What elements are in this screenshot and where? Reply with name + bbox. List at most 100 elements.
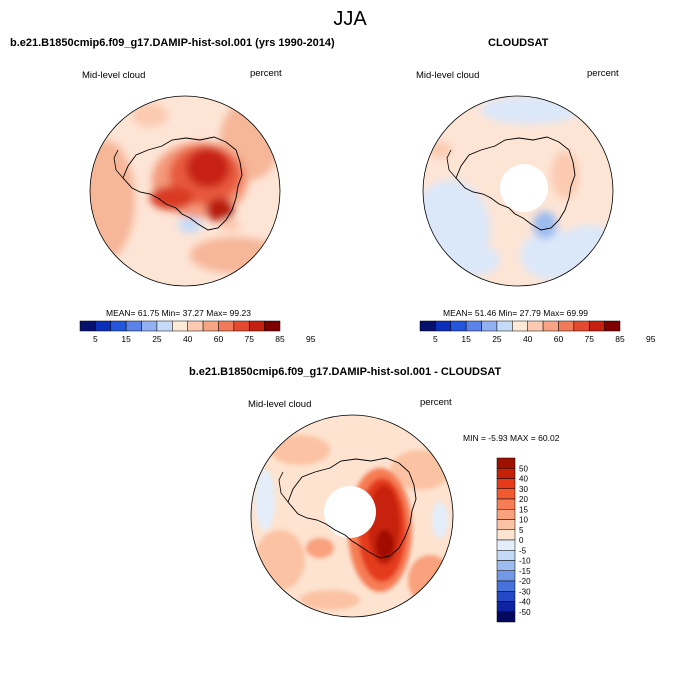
colorbar-difference-tick-label: 30 [519, 485, 528, 494]
map2-border [422, 95, 614, 287]
colorbar-model-swatch [248, 320, 265, 332]
colorbar-difference-swatch [496, 529, 516, 541]
colorbar-cloudsat-tick-label: 85 [615, 334, 625, 344]
colorbar-model-swatch [218, 320, 235, 332]
colorbar-model-swatch [264, 320, 281, 332]
colorbar-model-swatch [156, 320, 173, 332]
colorbar-difference-swatch [496, 550, 516, 561]
colorbar-cloudsat-swatch [481, 320, 498, 332]
map-model [89, 95, 281, 287]
colorbar-difference-swatch [496, 611, 516, 623]
panel3-max: 60.02 [538, 433, 560, 443]
panel2-stats: MEAN= 51.46 Min= 27.79 Max= 69.99 [443, 308, 588, 318]
panel2-mean: 51.46 [474, 308, 497, 318]
colorbar-cloudsat-swatch [588, 320, 605, 332]
panel2-title: CLOUDSAT [488, 37, 549, 49]
panel3-variable: Mid-level cloud [248, 399, 312, 410]
colorbar-difference-swatch [496, 498, 516, 510]
panel1-max-label: Max= [206, 308, 228, 318]
colorbar-cloudsat-swatch [573, 320, 590, 332]
colorbar-difference-swatch [496, 478, 516, 489]
colorbar-difference-tick-label: 10 [519, 516, 528, 525]
colorbar-model-swatch [141, 320, 158, 332]
panel1-min: 37.27 [182, 308, 204, 318]
colorbar-difference-tick-label: 0 [519, 536, 524, 545]
panel3-max-label: MAX = [510, 433, 536, 443]
colorbar-difference-swatch [496, 509, 516, 520]
colorbar-difference-tick-label: -5 [519, 546, 527, 555]
panel1-title: b.e21.B1850cmip6.f09_g17.DAMIP-hist-sol.… [10, 37, 335, 49]
colorbar-cloudsat-tick-label: 15 [461, 334, 471, 344]
colorbar-model-tick-label: 75 [244, 334, 254, 344]
colorbar-cloudsat-swatch [465, 320, 482, 332]
panel2-units: percent [587, 68, 619, 79]
colorbar-cloudsat-swatch [419, 320, 436, 332]
colorbar-model-swatch [233, 320, 250, 332]
colorbar-model-tick-label: 25 [152, 334, 162, 344]
colorbar-cloudsat-swatch [527, 320, 544, 332]
colorbar-difference-tick-label: 40 [519, 475, 528, 484]
colorbar-difference-tick-label: -40 [519, 598, 531, 607]
colorbar-cloudsat-tick-label: 25 [492, 334, 502, 344]
colorbar-cloudsat-tick-label: 40 [523, 334, 533, 344]
colorbar-difference-tick-label: 20 [519, 495, 528, 504]
main-title: JJA [333, 8, 367, 30]
colorbar-difference-tick-label: -20 [519, 577, 531, 586]
colorbar-cloudsat-tick-label: 75 [584, 334, 594, 344]
panel1-variable: Mid-level cloud [82, 70, 146, 81]
colorbar-cloudsat-swatch [542, 320, 559, 332]
colorbar-cloudsat-swatch [496, 320, 513, 332]
map3-polar-gap [324, 486, 376, 538]
panel1-units: percent [250, 68, 282, 79]
colorbar-model-swatch [172, 320, 188, 332]
colorbar-cloudsat-tick-label: 60 [554, 334, 564, 344]
colorbar-model-swatch [187, 320, 204, 332]
panel2-variable: Mid-level cloud [416, 70, 480, 81]
map1-border [89, 95, 281, 287]
colorbar-difference-swatch [496, 580, 516, 592]
colorbar-difference-swatch [496, 488, 516, 500]
panel2-mean-label: MEAN= [443, 308, 473, 318]
panel2-min-label: Min= [498, 308, 518, 318]
colorbar-difference-tick-label: -15 [519, 567, 531, 576]
panel1-mean-label: MEAN= [106, 308, 136, 318]
colorbar-difference-tick-label: -50 [519, 608, 531, 617]
colorbar-difference-swatch [496, 519, 516, 530]
colorbar-difference-swatch [496, 601, 516, 612]
map3-peninsula [278, 471, 289, 503]
colorbar-cloudsat-swatch [604, 320, 621, 332]
colorbar-difference-swatch [496, 570, 516, 582]
colorbar-cloudsat-swatch [435, 320, 452, 332]
colorbar-model-tick-label: 40 [183, 334, 193, 344]
colorbar-model-tick-label: 60 [214, 334, 224, 344]
colorbar-model-swatch [95, 320, 112, 332]
map2-coastline [455, 136, 576, 231]
panel3-min: -5.93 [488, 433, 508, 443]
map3-coastline [287, 457, 417, 559]
colorbar-model-tick-label: 85 [275, 334, 285, 344]
colorbar-cloudsat-tick-label: 5 [433, 334, 438, 344]
colorbar-cloudsat-tick-label: 95 [646, 334, 656, 344]
map2-polar-gap [500, 164, 548, 212]
colorbar-cloudsat: 5 15 25 40 60 75 85 95 [419, 320, 656, 344]
map3-border [250, 414, 454, 618]
panel3-min-label: MIN = [463, 433, 486, 443]
map-difference [250, 414, 454, 618]
panel1-min-label: Min= [161, 308, 181, 318]
colorbar-model-tick-label: 15 [121, 334, 131, 344]
colorbar-difference-tick-label: 50 [519, 464, 528, 473]
colorbar-difference-swatch [496, 457, 516, 469]
colorbar-model-swatch [110, 320, 127, 332]
colorbar-model-swatch [202, 320, 219, 332]
panel3-units: percent [420, 397, 452, 408]
panel3-title: b.e21.B1850cmip6.f09_g17.DAMIP-hist-sol.… [189, 366, 502, 378]
panel2-max: 69.99 [566, 308, 588, 318]
panel1-max: 99.23 [229, 308, 251, 318]
panel2-min: 27.79 [519, 308, 541, 318]
map1-peninsula [113, 149, 124, 179]
map2-peninsula [446, 149, 457, 179]
colorbar-model-swatch [79, 320, 96, 332]
panel3-stats: MIN = -5.93 MAX = 60.02 [463, 433, 559, 443]
